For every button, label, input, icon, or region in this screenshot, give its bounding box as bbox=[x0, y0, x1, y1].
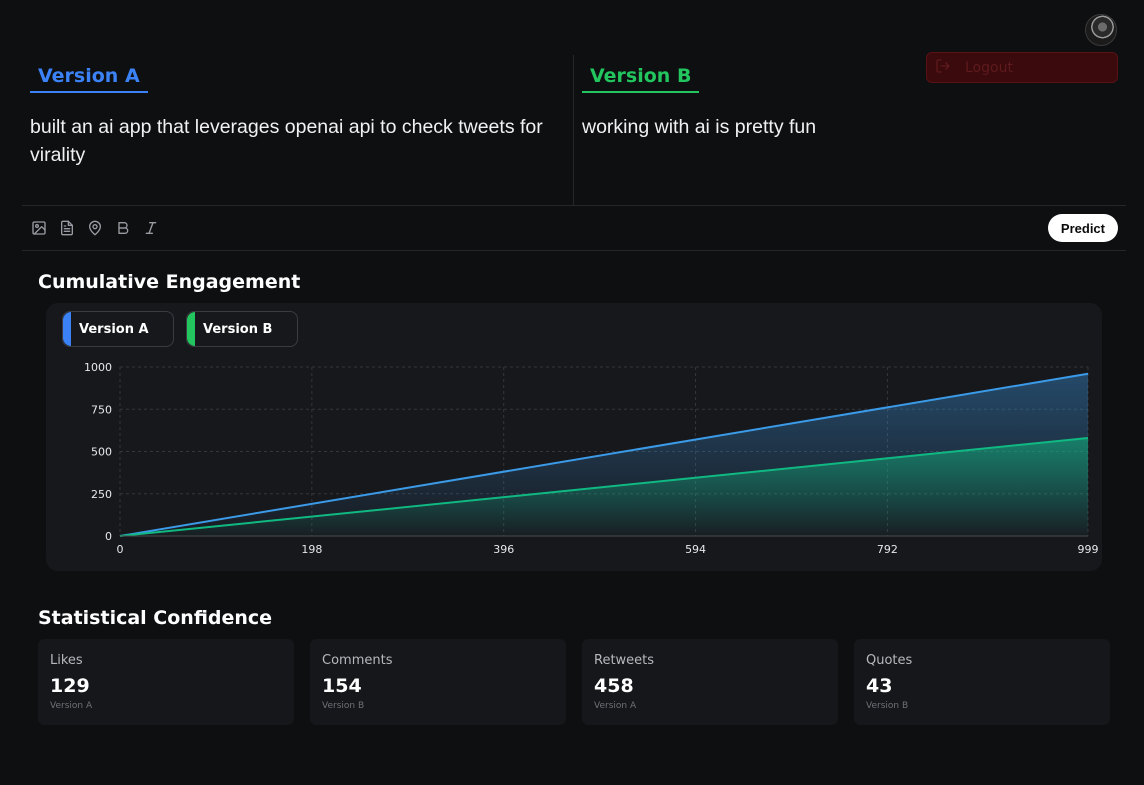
confidence-title: Statistical Confidence bbox=[38, 607, 273, 629]
legend-toggle-version-b[interactable]: Version B bbox=[186, 311, 298, 347]
y-tick-label: 500 bbox=[91, 446, 112, 459]
y-tick-label: 750 bbox=[91, 403, 112, 416]
stat-label: Retweets bbox=[594, 653, 655, 668]
legend-label-version-b: Version B bbox=[203, 321, 273, 337]
stat-card-comments: Comments 154 Version B bbox=[310, 639, 566, 725]
y-tick-label: 1000 bbox=[84, 361, 112, 374]
stat-card-retweets: Retweets 458 Version A bbox=[582, 639, 838, 725]
file-icon[interactable] bbox=[59, 220, 75, 236]
y-tick-label: 0 bbox=[105, 530, 112, 543]
tweet-composer: Version A built an ai app that leverages… bbox=[22, 55, 1126, 251]
x-tick-label: 999 bbox=[1078, 543, 1099, 556]
avatar[interactable] bbox=[1085, 14, 1117, 46]
x-tick-label: 594 bbox=[685, 543, 706, 556]
stat-winner: Version B bbox=[322, 701, 365, 711]
x-tick-label: 792 bbox=[877, 543, 898, 556]
series-line-version-a bbox=[119, 372, 1089, 537]
bold-icon[interactable] bbox=[115, 220, 131, 236]
legend-label-version-a: Version A bbox=[79, 321, 149, 337]
version-b-panel: Version B working with ai is pretty fun bbox=[574, 55, 1126, 205]
tab-version-a[interactable]: Version A bbox=[30, 65, 148, 93]
legend-toggle-version-a[interactable]: Version A bbox=[62, 311, 174, 347]
stat-value: 129 bbox=[50, 675, 90, 697]
logout-icon bbox=[935, 58, 951, 78]
predict-button[interactable]: Predict bbox=[1047, 214, 1118, 242]
logout-label: Logout bbox=[965, 59, 1013, 76]
legend-swatch-version-b bbox=[187, 312, 195, 346]
stat-winner: Version B bbox=[866, 701, 909, 711]
x-tick-label: 0 bbox=[117, 543, 124, 556]
version-b-text-input[interactable]: working with ai is pretty fun bbox=[582, 116, 817, 138]
legend-swatch-version-a bbox=[63, 312, 71, 346]
stat-winner: Version A bbox=[594, 701, 637, 711]
engagement-chart-card: 0 250 500 750 1000 0 198 396 594 792 999 Version A… bbox=[46, 303, 1102, 571]
x-tick-label: 198 bbox=[301, 543, 322, 556]
logout-button[interactable]: Logout bbox=[926, 52, 1118, 83]
series-area-version-b bbox=[120, 437, 1088, 536]
x-tick-label: 396 bbox=[493, 543, 514, 556]
stat-winner: Version A bbox=[50, 701, 93, 711]
stat-value: 43 bbox=[866, 675, 893, 697]
series-line-version-b bbox=[119, 436, 1089, 537]
version-a-text-input[interactable]: built an ai app that leverages openai ap… bbox=[30, 116, 543, 166]
stat-label: Quotes bbox=[866, 653, 913, 668]
composer-toolbar: Predict bbox=[22, 205, 1126, 251]
italic-icon[interactable] bbox=[143, 220, 159, 236]
stat-value: 154 bbox=[322, 675, 362, 697]
stat-value: 458 bbox=[594, 675, 634, 697]
location-icon[interactable] bbox=[87, 220, 103, 236]
stat-card-quotes: Quotes 43 Version B bbox=[854, 639, 1110, 725]
stat-label: Comments bbox=[322, 653, 393, 668]
engagement-chart: 0 250 500 750 1000 0 198 396 594 792 999 bbox=[84, 361, 1099, 556]
stat-card-likes: Likes 129 Version A bbox=[38, 639, 294, 725]
version-a-panel: Version A built an ai app that leverages… bbox=[22, 55, 574, 205]
y-tick-label: 250 bbox=[91, 488, 112, 501]
tab-version-b[interactable]: Version B bbox=[582, 65, 700, 93]
engagement-title: Cumulative Engagement bbox=[38, 271, 301, 293]
stat-label: Likes bbox=[50, 653, 83, 668]
image-icon[interactable] bbox=[31, 220, 47, 236]
